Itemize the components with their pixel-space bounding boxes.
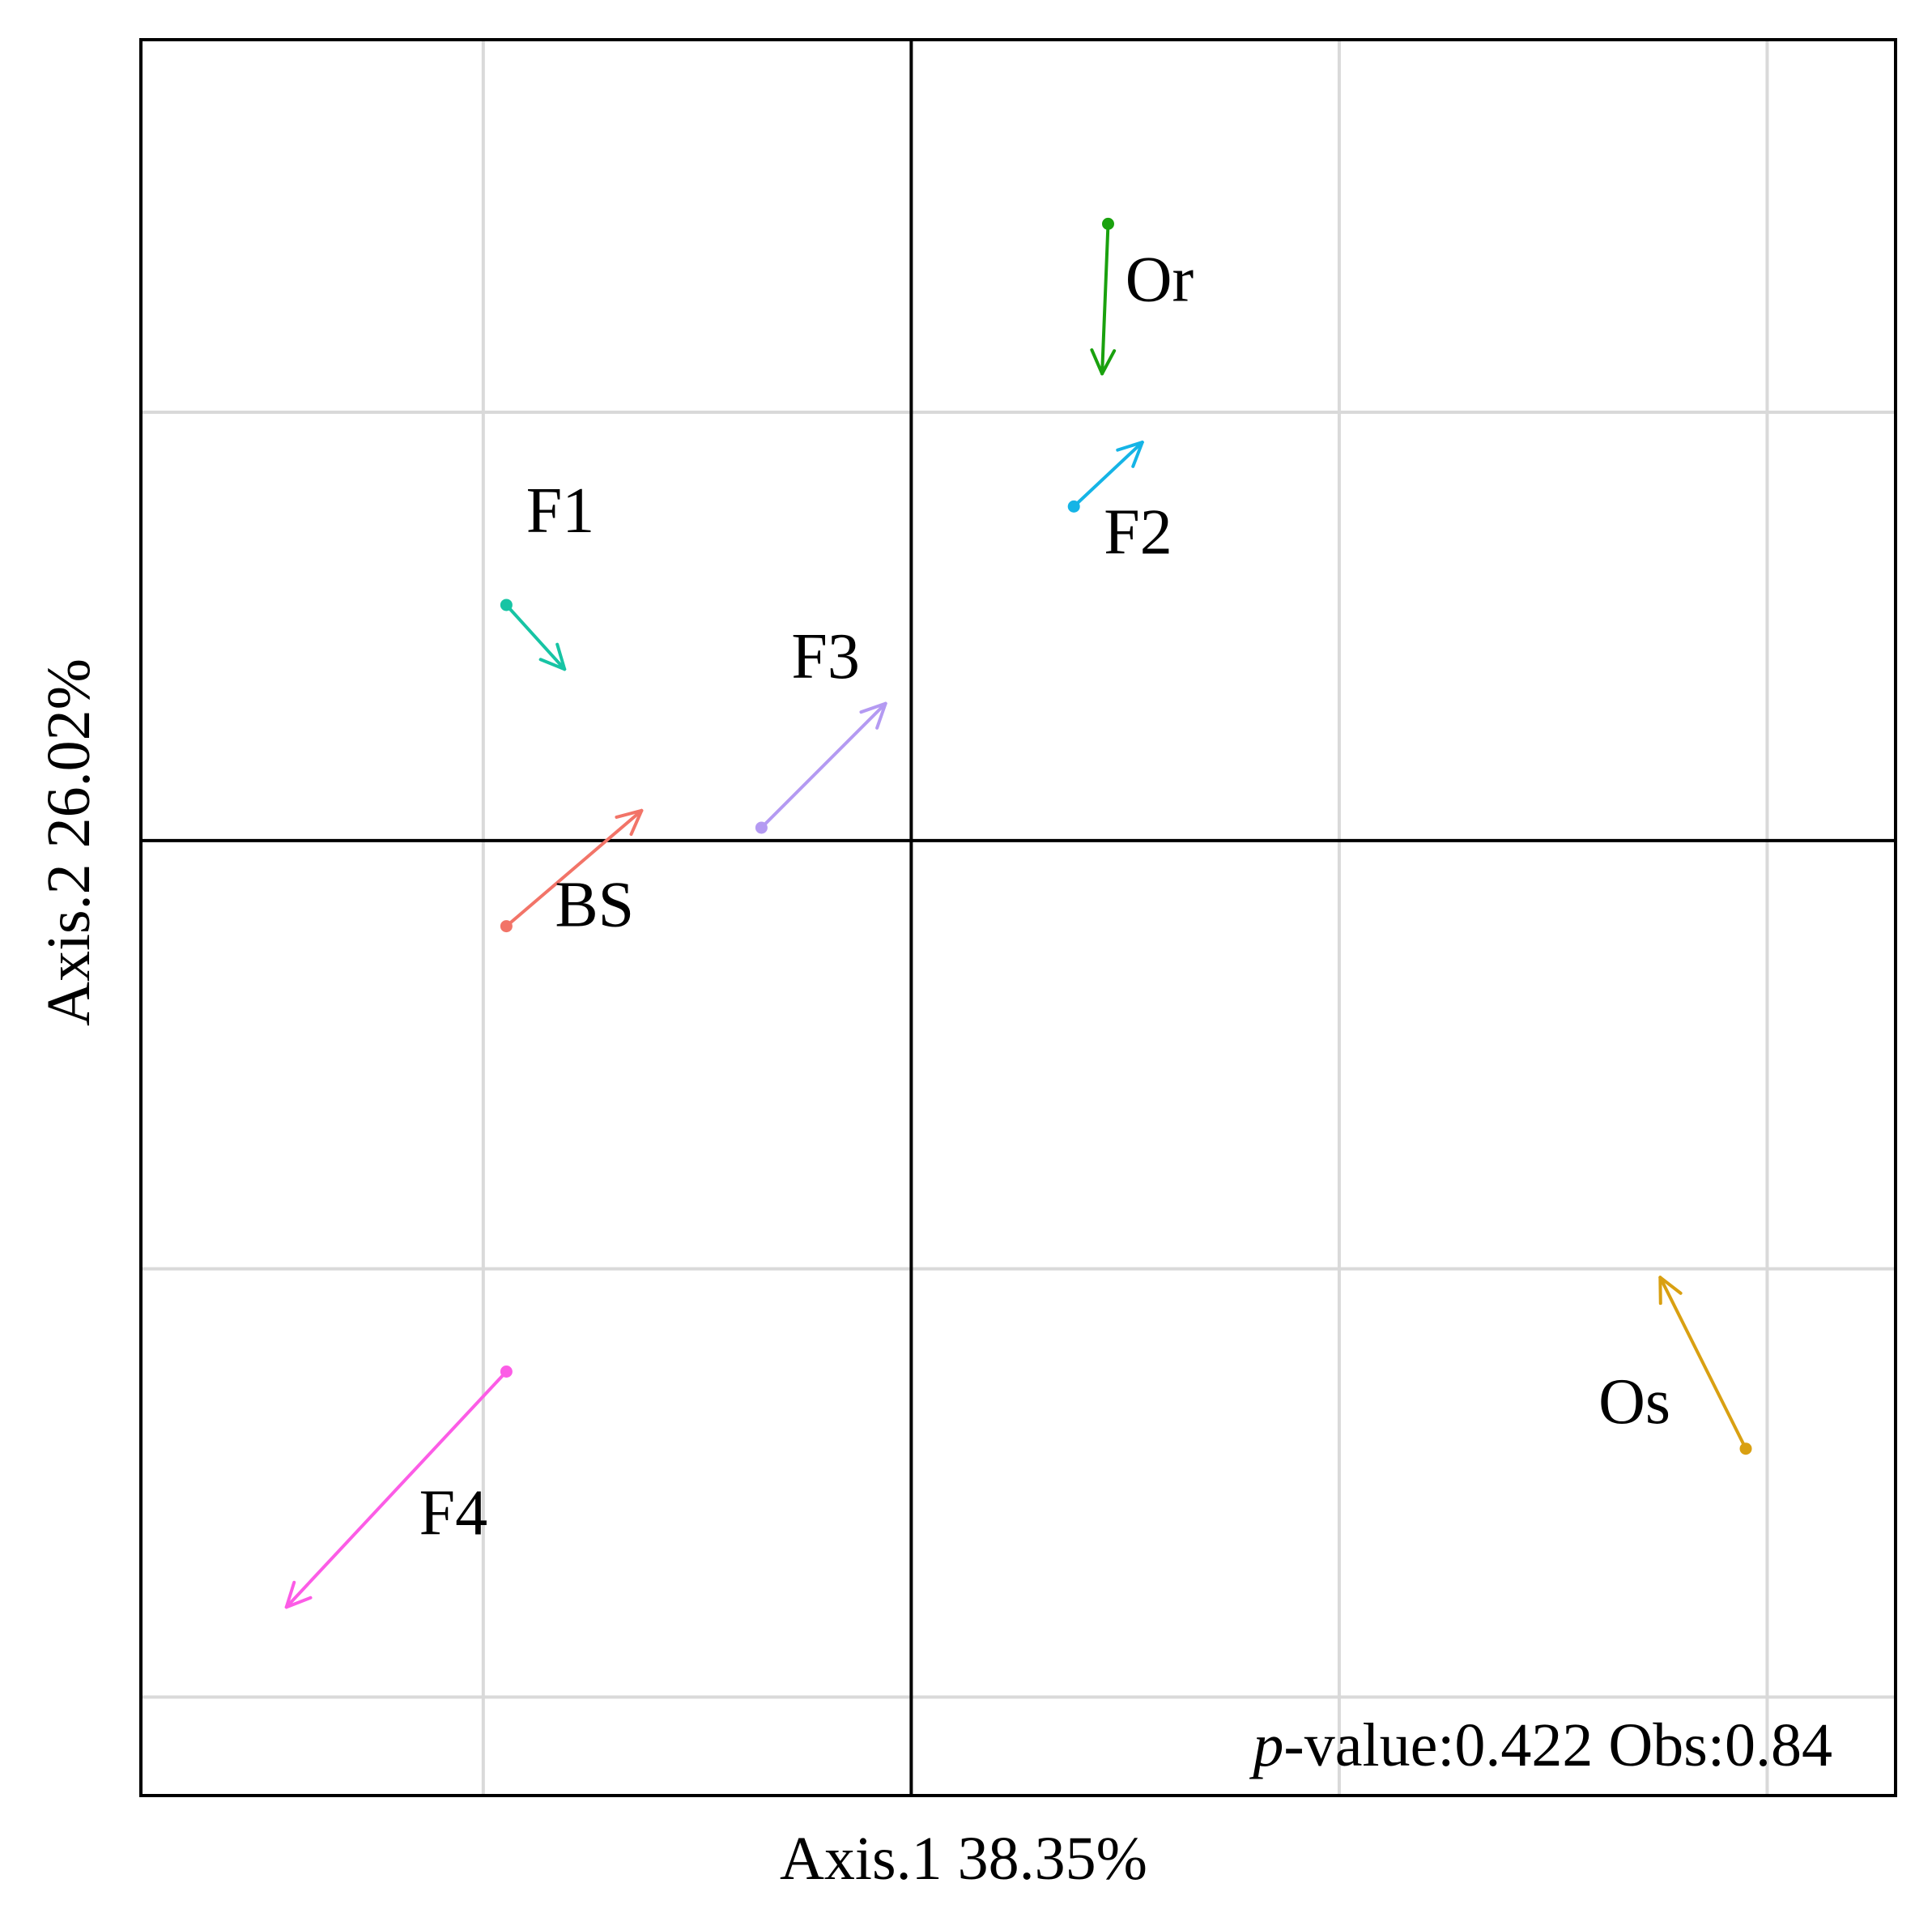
zero-lines: [141, 40, 1896, 1796]
arrow-head: [859, 701, 887, 730]
arrow-shaft: [1658, 1276, 1748, 1451]
arrow-label: BS: [555, 870, 634, 941]
arrow-shaft: [284, 1370, 509, 1609]
arrow-head: [615, 808, 644, 837]
arrow-head: [538, 642, 567, 671]
arrow-f1: F1: [500, 475, 595, 671]
arrow-shaft: [504, 808, 644, 928]
arrow-origin-point: [755, 821, 768, 834]
arrow-origin-point: [1739, 1442, 1752, 1455]
arrow-origin-point: [500, 1366, 513, 1378]
arrow-origin-point: [1101, 217, 1114, 230]
arrow-origin-point: [500, 599, 513, 611]
arrow-shaft: [760, 701, 887, 829]
arrow-label: F1: [526, 475, 595, 547]
arrow-shaft: [1072, 441, 1144, 509]
arrow-shaft: [1100, 222, 1110, 376]
arrow-series: Or F2 F1 F3 BS F4 Os: [284, 217, 1752, 1609]
arrow-shaft: [504, 603, 567, 671]
arrow-os: Os: [1598, 1276, 1752, 1455]
stats-text: -value:0.422 Obs:0.84: [1283, 1711, 1832, 1779]
arrow-label: F2: [1104, 497, 1172, 569]
y-axis-label: Axis.2 26.02%: [35, 658, 103, 1026]
arrow-head: [1658, 1276, 1683, 1306]
arrow-label: Or: [1126, 245, 1194, 316]
p-symbol: p: [1249, 1711, 1283, 1779]
arrow-head: [284, 1580, 313, 1609]
arrow-f2: F2: [1067, 441, 1172, 569]
arrow-origin-point: [500, 920, 513, 933]
arrow-label: Os: [1598, 1366, 1670, 1438]
arrow-f4: F4: [284, 1366, 513, 1609]
arrow-bs: BS: [500, 808, 644, 941]
x-axis-label: Axis.1 38.35%: [780, 1825, 1147, 1893]
arrow-head: [1090, 348, 1117, 376]
arrow-or: Or: [1090, 217, 1194, 376]
plot-frame: [139, 38, 1897, 1797]
grid-lines: [141, 40, 1896, 1796]
arrow-label: F3: [791, 621, 860, 692]
arrow-head: [1116, 441, 1144, 468]
arrow-f3: F3: [755, 621, 887, 834]
arrow-label: F4: [419, 1477, 488, 1549]
stats-annotation: p-value:0.422 Obs:0.84: [1249, 1711, 1832, 1779]
arrow-origin-point: [1067, 500, 1080, 513]
